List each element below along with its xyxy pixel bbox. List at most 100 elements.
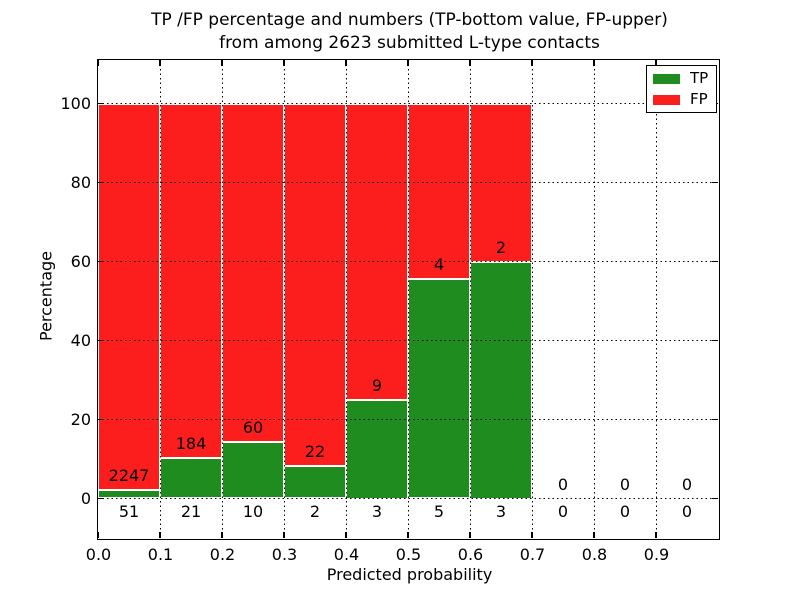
grid-line-vertical	[407, 60, 409, 538]
tp-count-label: 3	[495, 501, 507, 521]
y-tick-mark	[712, 260, 718, 263]
x-tick-mark	[345, 60, 347, 66]
x-tick-mark	[531, 532, 533, 538]
x-tick-label: 0.2	[209, 545, 236, 564]
tp-count-label: 0	[619, 501, 631, 521]
y-tick-mark	[712, 181, 718, 184]
bar-tp-segment	[470, 261, 532, 499]
x-tick-mark	[407, 532, 409, 538]
x-tick-mark	[159, 532, 161, 538]
tp-count-label: 5	[433, 501, 445, 521]
x-tick-mark	[159, 60, 161, 66]
x-tick-label: 0.1	[147, 545, 174, 564]
tp-count-label: 0	[681, 501, 693, 521]
y-tick-label: 100	[60, 94, 91, 113]
x-tick-label: 0.4	[333, 545, 360, 564]
grid-line-vertical	[345, 60, 347, 538]
x-tick-mark	[283, 60, 285, 66]
fp-count-label: 9	[371, 375, 383, 395]
x-tick-label: 0.6	[457, 545, 484, 564]
y-tick-mark	[712, 418, 718, 421]
y-tick-label: 40	[70, 331, 91, 350]
x-tick-label: 0.9	[643, 545, 670, 564]
grid-line-vertical	[655, 60, 657, 538]
x-tick-mark	[593, 60, 595, 66]
fp-count-label: 0	[681, 474, 693, 494]
x-tick-mark	[655, 60, 657, 66]
grid-line-vertical	[159, 60, 161, 538]
x-tick-mark	[593, 532, 595, 538]
x-tick-label: 0.3	[271, 545, 298, 564]
bar-tp-segment	[284, 465, 346, 499]
x-tick-mark	[221, 60, 223, 66]
bar-fp-segment	[284, 103, 346, 466]
x-tick-mark	[345, 532, 347, 538]
y-tick-label: 80	[70, 173, 91, 192]
legend-swatch-fp	[653, 94, 680, 105]
chart-title-line2: from among 2623 submitted L-type contact…	[219, 33, 600, 53]
bar-fp-segment	[98, 103, 160, 490]
y-tick-label: 20	[70, 410, 91, 429]
y-tick-mark	[98, 339, 104, 342]
y-tick-mark	[98, 497, 104, 500]
x-axis-label: Predicted probability	[326, 565, 493, 584]
y-tick-mark	[712, 497, 718, 500]
x-tick-mark	[283, 532, 285, 538]
legend: TP FP	[646, 65, 717, 113]
bar-tp-segment	[346, 399, 408, 499]
bar-fp-segment	[222, 103, 284, 443]
tp-count-label: 10	[242, 501, 264, 521]
grid-line-vertical	[531, 60, 533, 538]
tp-count-label: 3	[371, 501, 383, 521]
legend-item-fp: FP	[653, 92, 710, 107]
x-tick-mark	[221, 532, 223, 538]
y-tick-mark	[98, 418, 104, 421]
legend-label: TP	[690, 69, 709, 87]
x-tick-mark	[97, 532, 99, 538]
x-tick-mark	[655, 532, 657, 538]
bar-tp-segment	[160, 458, 222, 499]
fp-count-label: 4	[433, 255, 445, 275]
bar-fp-segment	[346, 103, 408, 400]
bar-tp-segment	[222, 442, 284, 499]
fp-count-label: 0	[557, 474, 569, 494]
x-tick-label: 0.7	[519, 545, 546, 564]
legend-label: FP	[690, 90, 708, 108]
tp-count-label: 2	[309, 501, 321, 521]
x-tick-label: 0.0	[85, 545, 112, 564]
chart-title: TP /FP percentage and numbers (TP-bottom…	[98, 9, 721, 55]
x-tick-mark	[407, 60, 409, 66]
grid-line-vertical	[221, 60, 223, 538]
y-tick-mark	[98, 102, 104, 105]
grid-line-vertical	[283, 60, 285, 538]
legend-item-tp: TP	[653, 71, 710, 86]
y-tick-label: 0	[80, 489, 91, 508]
legend-swatch-tp	[653, 73, 680, 84]
grid-line-vertical	[593, 60, 595, 538]
fp-count-label: 22	[304, 441, 326, 461]
fp-count-label: 2	[495, 237, 507, 257]
y-tick-mark	[712, 339, 718, 342]
fp-count-label: 0	[619, 474, 631, 494]
plot-area: 2247 51 184 21 60 10 22 2 9 3 4 5 2 3 0 0 0 0 0 0	[97, 59, 720, 540]
x-tick-label: 0.8	[581, 545, 608, 564]
y-tick-mark	[98, 181, 104, 184]
x-tick-mark	[531, 60, 533, 66]
x-tick-mark	[97, 60, 99, 66]
fp-count-label: 184	[175, 434, 207, 454]
fp-count-label: 2247	[108, 465, 150, 485]
bar-fp-segment	[160, 103, 222, 459]
y-tick-label: 60	[70, 252, 91, 271]
fp-count-label: 60	[242, 418, 264, 438]
tp-count-label: 51	[118, 501, 140, 521]
bar-tp-segment	[408, 279, 470, 499]
x-tick-mark	[469, 60, 471, 66]
chart-title-line1: TP /FP percentage and numbers (TP-bottom…	[151, 10, 668, 30]
tp-count-label: 21	[180, 501, 202, 521]
x-tick-label: 0.5	[395, 545, 422, 564]
y-tick-mark	[98, 260, 104, 263]
tp-count-label: 0	[557, 501, 569, 521]
x-tick-mark	[469, 532, 471, 538]
grid-line-vertical	[469, 60, 471, 538]
